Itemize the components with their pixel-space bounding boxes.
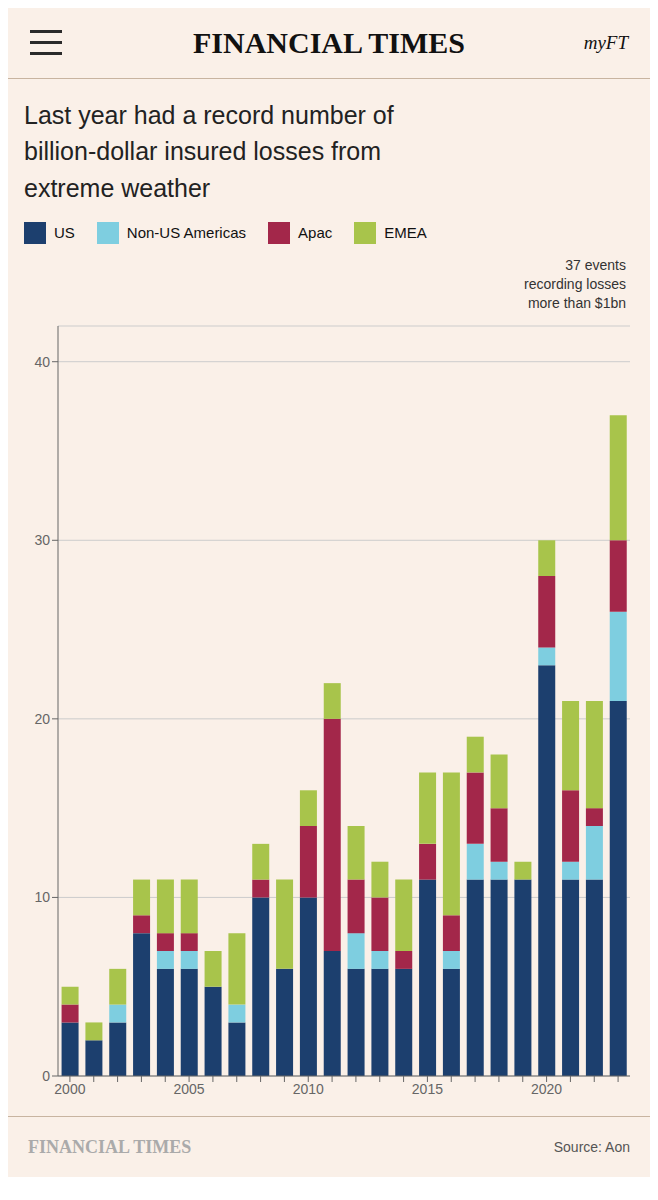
svg-text:2015: 2015 [412, 1081, 443, 1097]
html-text:myFT: myFT [583, 32, 628, 53]
svg-text:2005: 2005 [174, 1081, 205, 1097]
svg-text:2020: 2020 [531, 1081, 562, 1097]
html-text:Apac: Apac [298, 224, 333, 242]
svg-text:30: 30 [34, 533, 50, 549]
html-text:Last year had a record number: Last year had a record number of billion… [24, 101, 394, 202]
svg-text:10: 10 [34, 890, 50, 906]
svg-text:2010: 2010 [293, 1081, 324, 1097]
svg-text:40: 40 [34, 354, 50, 370]
html-text:US: US [54, 224, 75, 242]
svg-text:20: 20 [34, 711, 50, 727]
html-text:EMEA: EMEA [384, 224, 427, 242]
html-text:Non-US Americas: Non-US Americas [126, 224, 246, 242]
svg-text:0: 0 [42, 1068, 50, 1084]
html-text:FINANCIAL TIMES: FINANCIAL TIMES [193, 26, 465, 59]
svg-text:2000: 2000 [54, 1081, 85, 1097]
html-text:FINANCIAL TIMES: FINANCIAL TIMES [28, 1136, 192, 1157]
html-text:37 events recording losses mor: 37 events recording losses more than $1b… [524, 256, 626, 311]
html-text:Source: Aon: Source: Aon [553, 1139, 630, 1156]
